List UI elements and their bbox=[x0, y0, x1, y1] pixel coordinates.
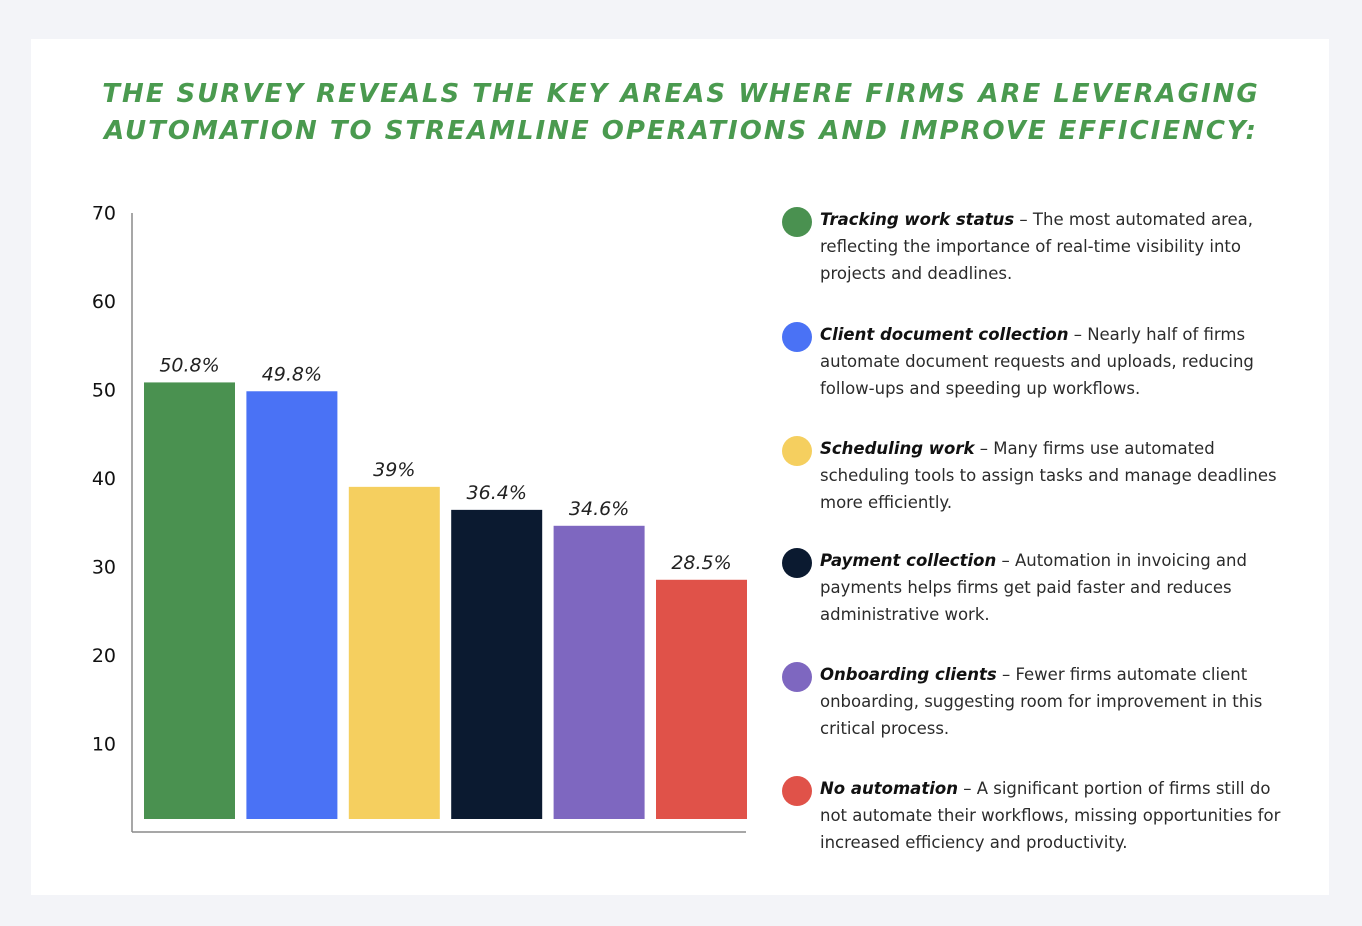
y-tick-label: 10 bbox=[92, 734, 116, 756]
legend-text: Tracking work status – The most automate… bbox=[820, 206, 1300, 287]
legend-item-description: – Nearly half of firms automate document… bbox=[820, 325, 1254, 398]
legend-item-name: Client document collection bbox=[820, 325, 1069, 344]
y-tick-label: 40 bbox=[92, 468, 116, 490]
bar-value-label: 36.4% bbox=[467, 482, 527, 504]
bar bbox=[144, 382, 235, 819]
legend-dot bbox=[782, 322, 812, 352]
legend-dot bbox=[782, 548, 812, 578]
y-tick-label: 20 bbox=[92, 645, 116, 667]
bar-chart: 10 20 30 40 50 60 70 50.8% 49.8% 39% 36.4% 34.6% 28… bbox=[92, 203, 747, 833]
legend-text: No automation – A significant portion of… bbox=[820, 775, 1300, 856]
chart-title: THE SURVEY REVEALS THE KEY AREAS WHERE F… bbox=[0, 76, 1362, 150]
legend-item-name: Payment collection bbox=[820, 551, 997, 570]
legend-dot bbox=[782, 436, 812, 466]
legend-item-name: Onboarding clients bbox=[820, 665, 997, 684]
legend-text: Scheduling work – Many firms use automat… bbox=[820, 435, 1300, 516]
legend-item-name: Tracking work status bbox=[820, 210, 1015, 229]
legend-item-description: – Many firms use automated scheduling to… bbox=[820, 439, 1277, 512]
bar-value-label: 49.8% bbox=[262, 363, 322, 385]
bar bbox=[451, 509, 543, 819]
legend-dot bbox=[782, 776, 812, 806]
legend-dot bbox=[782, 662, 812, 692]
bar-value-label: 28.5% bbox=[671, 552, 731, 574]
legend-item-name: No automation bbox=[820, 779, 958, 798]
legend-text: Client document collection – Nearly half… bbox=[820, 321, 1300, 402]
y-tick-label: 30 bbox=[92, 557, 116, 579]
title-line-2: AUTOMATION TO STREAMLINE OPERATIONS AND … bbox=[104, 116, 1258, 146]
y-tick-label: 70 bbox=[92, 203, 116, 225]
bar bbox=[553, 525, 645, 819]
legend-dot bbox=[782, 207, 812, 237]
bar-value-label: 34.6% bbox=[569, 498, 629, 520]
bar-value-label: 50.8% bbox=[159, 354, 219, 376]
legend-text: Onboarding clients – Fewer firms automat… bbox=[820, 661, 1300, 742]
legend-item-description: – Automation in invoicing and payments h… bbox=[820, 551, 1247, 624]
legend-text: Payment collection – Automation in invoi… bbox=[820, 547, 1300, 628]
legend-item-description: – The most automated area, reflecting th… bbox=[820, 210, 1254, 283]
y-tick-label: 50 bbox=[92, 380, 116, 402]
bar bbox=[348, 486, 440, 819]
legend-item-description: – A significant portion of firms still d… bbox=[820, 779, 1281, 852]
y-tick-label: 60 bbox=[92, 291, 116, 313]
bar bbox=[246, 391, 338, 819]
legend-item-description: – Fewer firms automate client onboarding… bbox=[820, 665, 1263, 738]
bar-value-label: 39% bbox=[373, 459, 415, 481]
bar bbox=[656, 579, 747, 819]
legend-item-name: Scheduling work bbox=[820, 439, 975, 458]
title-line-1: THE SURVEY REVEALS THE KEY AREAS WHERE F… bbox=[102, 79, 1260, 109]
